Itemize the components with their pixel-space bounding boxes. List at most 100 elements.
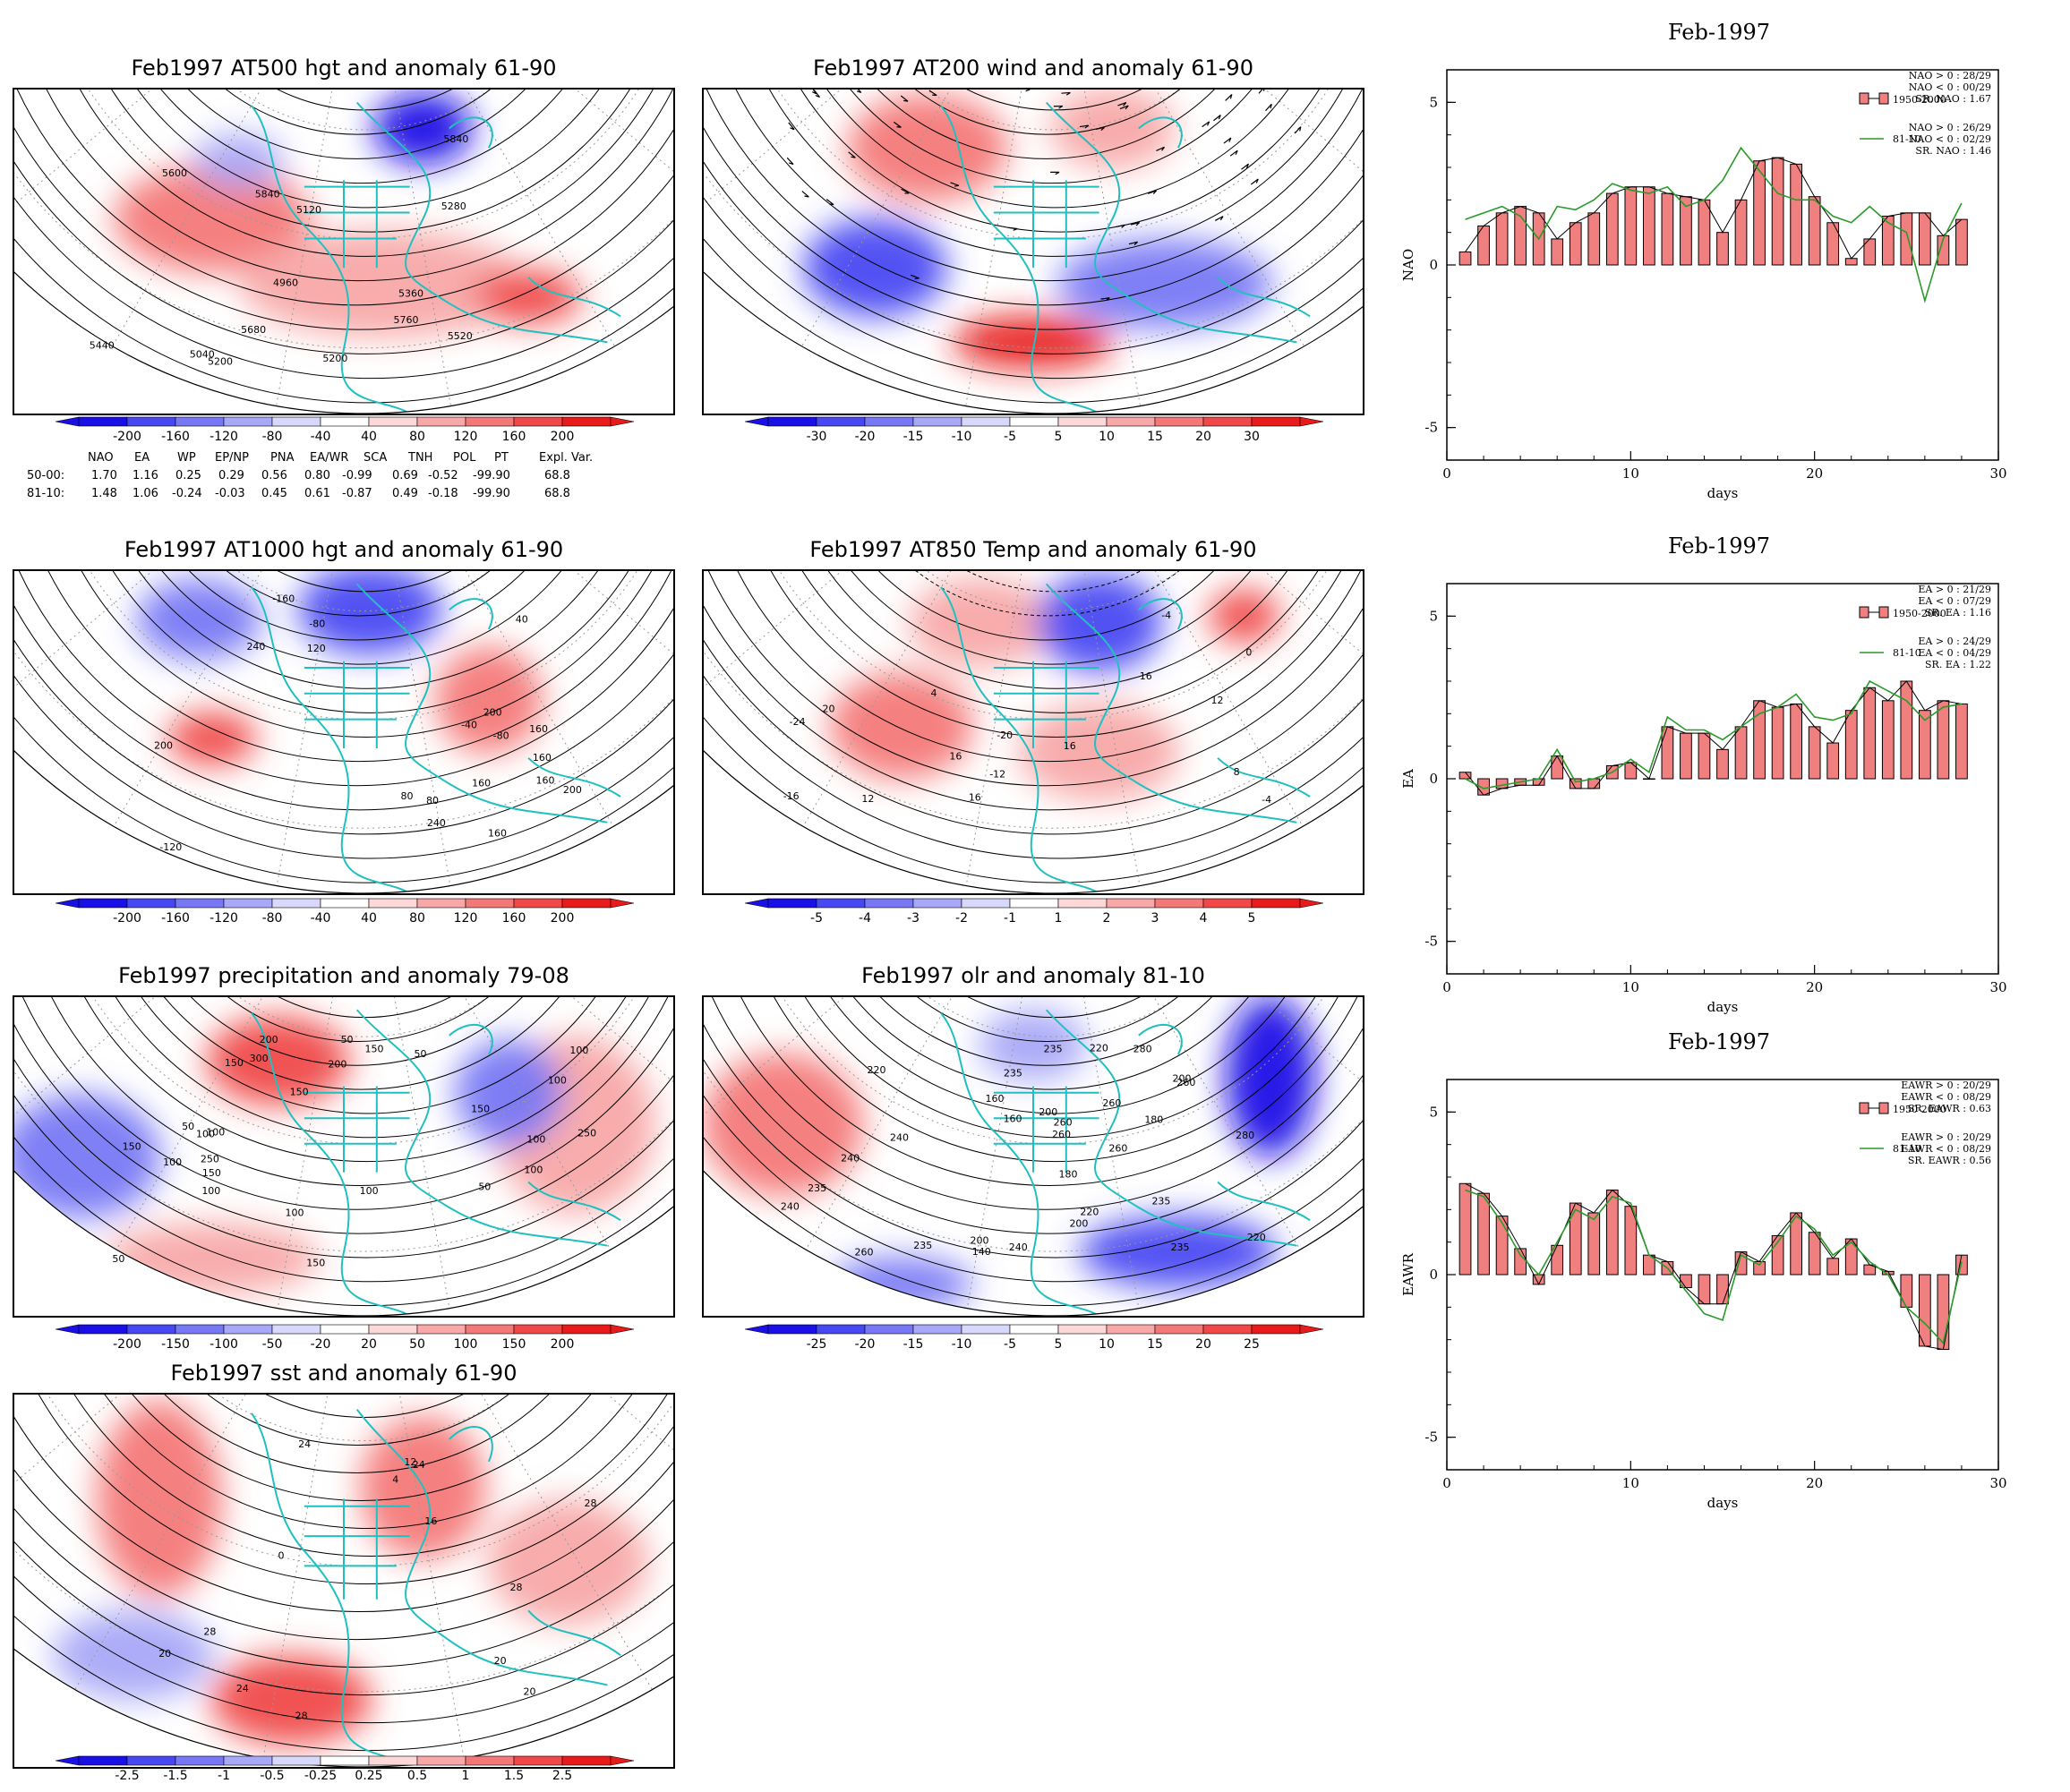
contour-line xyxy=(704,997,1363,1186)
contour-label: 240 xyxy=(841,1153,860,1165)
wind-arrow xyxy=(1061,91,1071,96)
map-plot: 160 -80 -160 -120 -80 -40 40 80 120 240 240 200 160 2… xyxy=(13,569,675,895)
colorbar-tick-label: 20 xyxy=(1195,1337,1211,1352)
contour-line xyxy=(704,571,1363,859)
colorbar-arrow-left xyxy=(55,898,80,909)
colorbar-segment xyxy=(1057,898,1108,909)
contour-label: 240 xyxy=(246,641,265,653)
colorbar-tick-label: 200 xyxy=(551,911,575,926)
colorbar-tick-label: -160 xyxy=(161,911,190,926)
contour-label: 16 xyxy=(424,1515,437,1527)
ts-panel-ea: Feb-1997 5 0 -5 0 10 20 30 days EA EA > 0 : 21/29… xyxy=(1397,530,2041,1031)
index-value: -0.03 xyxy=(215,487,245,500)
bar xyxy=(1955,1254,1968,1276)
contour-line xyxy=(704,571,1363,883)
colorbar-segment xyxy=(561,1755,612,1766)
anomaly-shading xyxy=(14,1016,655,1294)
contour-label: 140 xyxy=(972,1246,991,1258)
contour-line xyxy=(14,90,673,282)
bar xyxy=(1605,192,1619,266)
bar xyxy=(1826,222,1840,266)
bar xyxy=(1808,726,1821,780)
colorbar-arrow-left xyxy=(55,1755,80,1766)
contour-label: 160 xyxy=(986,1093,1005,1105)
wind-arrow xyxy=(1225,94,1233,101)
map-hemisphere xyxy=(704,571,1363,893)
bar xyxy=(1844,258,1858,266)
contour-label: -24 xyxy=(790,716,806,728)
y-tick-label: 0 xyxy=(1429,257,1438,273)
contour-line xyxy=(773,90,1342,209)
contour-label: -4 xyxy=(1262,794,1271,806)
ts-panel-eawr: Feb-1997 5 0 -5 0 10 20 30 days EAWR EAWR > 0 : 2… xyxy=(1397,1026,2041,1527)
index-value: 0.29 xyxy=(218,469,244,482)
contour-line xyxy=(14,90,673,380)
bar xyxy=(1771,157,1784,266)
colorbar-tick-label: -1.5 xyxy=(163,1769,187,1783)
anomaly-patch xyxy=(1036,573,1162,672)
contour-line xyxy=(89,997,648,1114)
bar xyxy=(1605,1190,1619,1276)
contour-line xyxy=(141,90,575,135)
colorbar-arrow-right xyxy=(610,898,635,909)
colorbar-tick-label: 5 xyxy=(1055,1337,1063,1352)
colorbar-segment xyxy=(561,416,612,427)
index-value: -99.90 xyxy=(473,487,510,500)
bar xyxy=(1661,726,1674,780)
colorbar-segment xyxy=(368,898,418,909)
bar xyxy=(1771,706,1784,780)
map-plot: 140 160 180 180 200 200 220 235 240 235 240 260 280 2… xyxy=(702,995,1364,1318)
legend-stat: EAWR > 0 : 20/29 xyxy=(1901,1131,1991,1143)
colorbar-segment xyxy=(561,898,612,909)
colorbar-segment xyxy=(416,1755,466,1766)
colorbar-tick-label: -120 xyxy=(210,911,238,926)
colorbar-arrow-right xyxy=(1299,416,1324,427)
index-value: 1.48 xyxy=(91,487,117,500)
contour-label: -16 xyxy=(783,790,800,802)
colorbar-tick-label: 4 xyxy=(1200,911,1208,926)
wind-arrow xyxy=(1079,124,1090,129)
contour-line xyxy=(142,571,574,617)
wind-arrow xyxy=(1128,241,1139,246)
contour-label: 5840 xyxy=(255,189,280,201)
contour-line xyxy=(808,571,1284,641)
y-tick-label: 0 xyxy=(1429,1267,1438,1283)
index-header: WP xyxy=(177,451,196,465)
contour-label: 12 xyxy=(861,793,874,805)
contour-label: 24 xyxy=(413,1459,425,1471)
contour-line xyxy=(704,571,1363,811)
index-header: EP/NP xyxy=(215,451,249,465)
colorbar-segment xyxy=(1251,1324,1301,1335)
wind-arrow xyxy=(854,90,862,94)
coastline xyxy=(304,180,410,269)
y-tick-label: 5 xyxy=(1429,1104,1438,1120)
anomaly-patch xyxy=(113,165,311,273)
legend-stat: EA < 0 : 07/29 xyxy=(1918,595,1991,607)
contour-label: 260 xyxy=(1176,1077,1195,1088)
wind-arrow xyxy=(1250,178,1259,185)
colorbar-tick-label: 40 xyxy=(361,911,377,926)
contour-line xyxy=(141,1395,587,1418)
map-svg xyxy=(704,90,1363,414)
map-hemisphere xyxy=(14,1395,673,1767)
contour-label: 20 xyxy=(494,1655,507,1667)
ts-title: Feb-1997 xyxy=(1667,1029,1771,1054)
contour-line xyxy=(704,571,1363,787)
colorbar-tick-label: 200 xyxy=(551,430,575,444)
colorbar-segment xyxy=(126,416,176,427)
contour-line xyxy=(807,90,1286,159)
colorbar-segment xyxy=(223,416,273,427)
bar xyxy=(1881,216,1895,266)
contour-label: 150 xyxy=(471,1104,490,1115)
legend-bar-label: 1950-2000 xyxy=(1893,608,1946,619)
wind-arrow xyxy=(1147,190,1158,195)
x-tick-label: 10 xyxy=(1622,1475,1639,1491)
colorbar-segment xyxy=(223,1755,273,1766)
x-tick-label: 10 xyxy=(1622,465,1639,482)
anomaly-patch xyxy=(1057,239,1273,329)
ts-title: Feb-1997 xyxy=(1667,533,1771,559)
map-title: Feb1997 AT850 Temp and anomaly 61-90 xyxy=(809,537,1257,562)
contour-label: 0 xyxy=(1245,647,1252,659)
contour-line xyxy=(99,90,624,184)
